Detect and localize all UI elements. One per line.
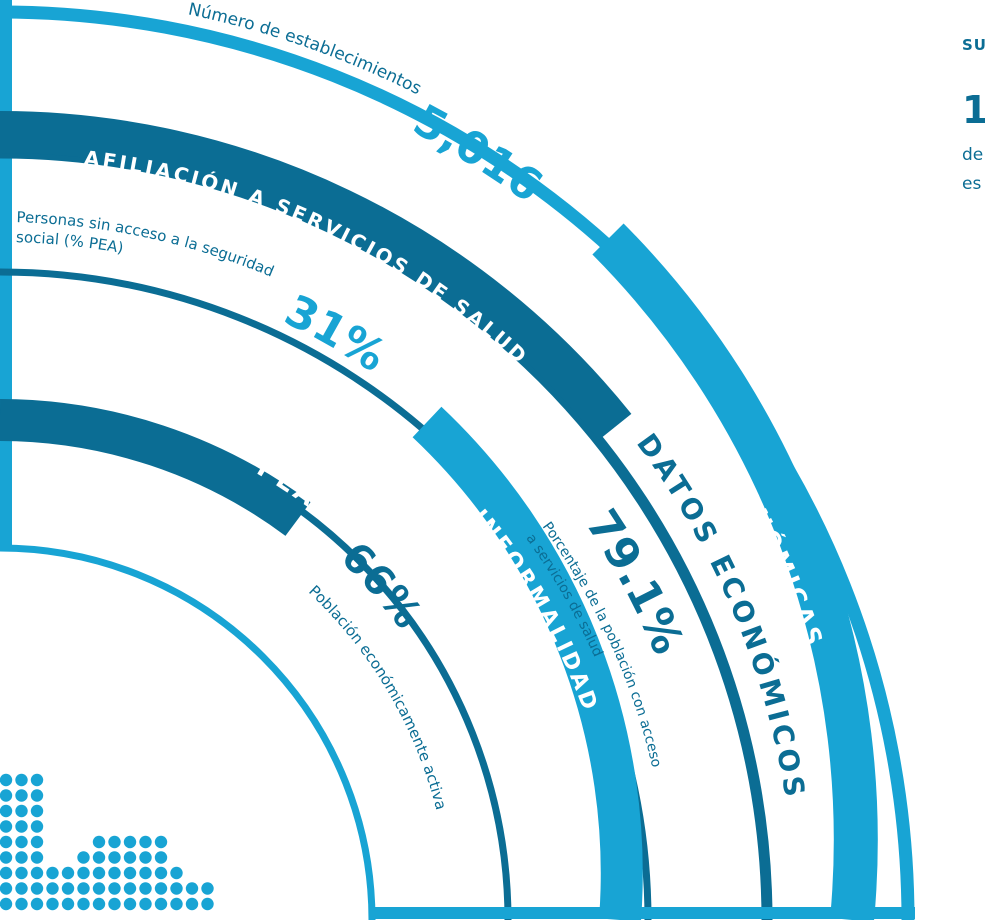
map-dot [0, 882, 13, 895]
map-dot [92, 851, 106, 864]
map-dot [108, 882, 121, 895]
arc-afiliacion [0, 147, 773, 920]
side-heading: SU [962, 36, 985, 54]
map-dot [77, 897, 90, 911]
map-dot [139, 882, 152, 895]
map-dot [201, 882, 214, 895]
map-dot [15, 851, 28, 864]
map-dot [154, 835, 168, 849]
map-dot [30, 835, 44, 849]
map-dot [46, 897, 59, 911]
map-dot [77, 866, 90, 880]
map-dot [0, 820, 13, 833]
map-dot [30, 789, 44, 802]
map-dot [0, 773, 13, 787]
map-dot [139, 866, 152, 880]
map-dot [15, 789, 28, 802]
map-dot [108, 897, 121, 911]
map-dot [46, 882, 59, 895]
map-dot [92, 882, 106, 895]
map-dot [30, 882, 44, 895]
map-dot [92, 897, 106, 911]
map-dot [123, 851, 137, 864]
map-dot [139, 897, 152, 911]
band-pea [0, 399, 311, 536]
side-value: 1 [962, 88, 985, 132]
map-dot [123, 897, 137, 911]
dotted-map-decoration [0, 773, 214, 911]
map-dot [30, 804, 44, 818]
arc-inner [0, 544, 376, 920]
map-dot [15, 866, 28, 880]
band-afiliacion [0, 111, 632, 441]
map-dot [154, 897, 168, 911]
map-dot [170, 882, 183, 895]
label-bands [0, 111, 878, 920]
map-dot [108, 835, 121, 849]
map-dot [154, 851, 168, 864]
band-informalidad [412, 406, 643, 920]
map-dot [15, 897, 28, 911]
map-dot [123, 835, 137, 849]
map-dot [170, 866, 183, 880]
map-dot [30, 851, 44, 864]
pea-description: Población económicamente activa [305, 582, 450, 812]
side-line-1: de [962, 145, 984, 165]
map-dot [61, 897, 75, 911]
map-dot [108, 851, 121, 864]
map-dot [139, 851, 152, 864]
map-dot [77, 851, 90, 864]
map-dot [139, 835, 152, 849]
map-dot [108, 866, 121, 880]
map-dot [30, 773, 44, 787]
band-unidades [592, 223, 878, 920]
map-dot [123, 866, 137, 880]
map-dot [77, 882, 90, 895]
map-dot [61, 882, 75, 895]
side-line-2: es [962, 174, 982, 194]
map-dot [15, 835, 28, 849]
map-dot [154, 882, 168, 895]
map-dot [15, 804, 28, 818]
map-dot [185, 882, 199, 895]
map-dot [201, 897, 214, 911]
map-dot [30, 866, 44, 880]
map-dot [30, 897, 44, 911]
map-dot [92, 835, 106, 849]
unidades-value: 5,016 [405, 95, 551, 213]
map-dot [15, 820, 28, 833]
map-dot [154, 866, 168, 880]
map-dot [123, 882, 137, 895]
map-dot [170, 897, 183, 911]
map-dot [0, 851, 13, 864]
map-dot [15, 773, 28, 787]
map-dot [0, 866, 13, 880]
map-dot [0, 835, 13, 849]
map-dot [30, 820, 44, 833]
map-dot [0, 789, 13, 802]
map-dot [185, 897, 199, 911]
map-dot [46, 866, 59, 880]
map-dot [15, 882, 28, 895]
map-dot [0, 804, 13, 818]
map-dot [61, 866, 75, 880]
unidades-description: Número de establecimientos [186, 0, 424, 99]
map-dot [0, 897, 13, 911]
map-dot [92, 866, 106, 880]
